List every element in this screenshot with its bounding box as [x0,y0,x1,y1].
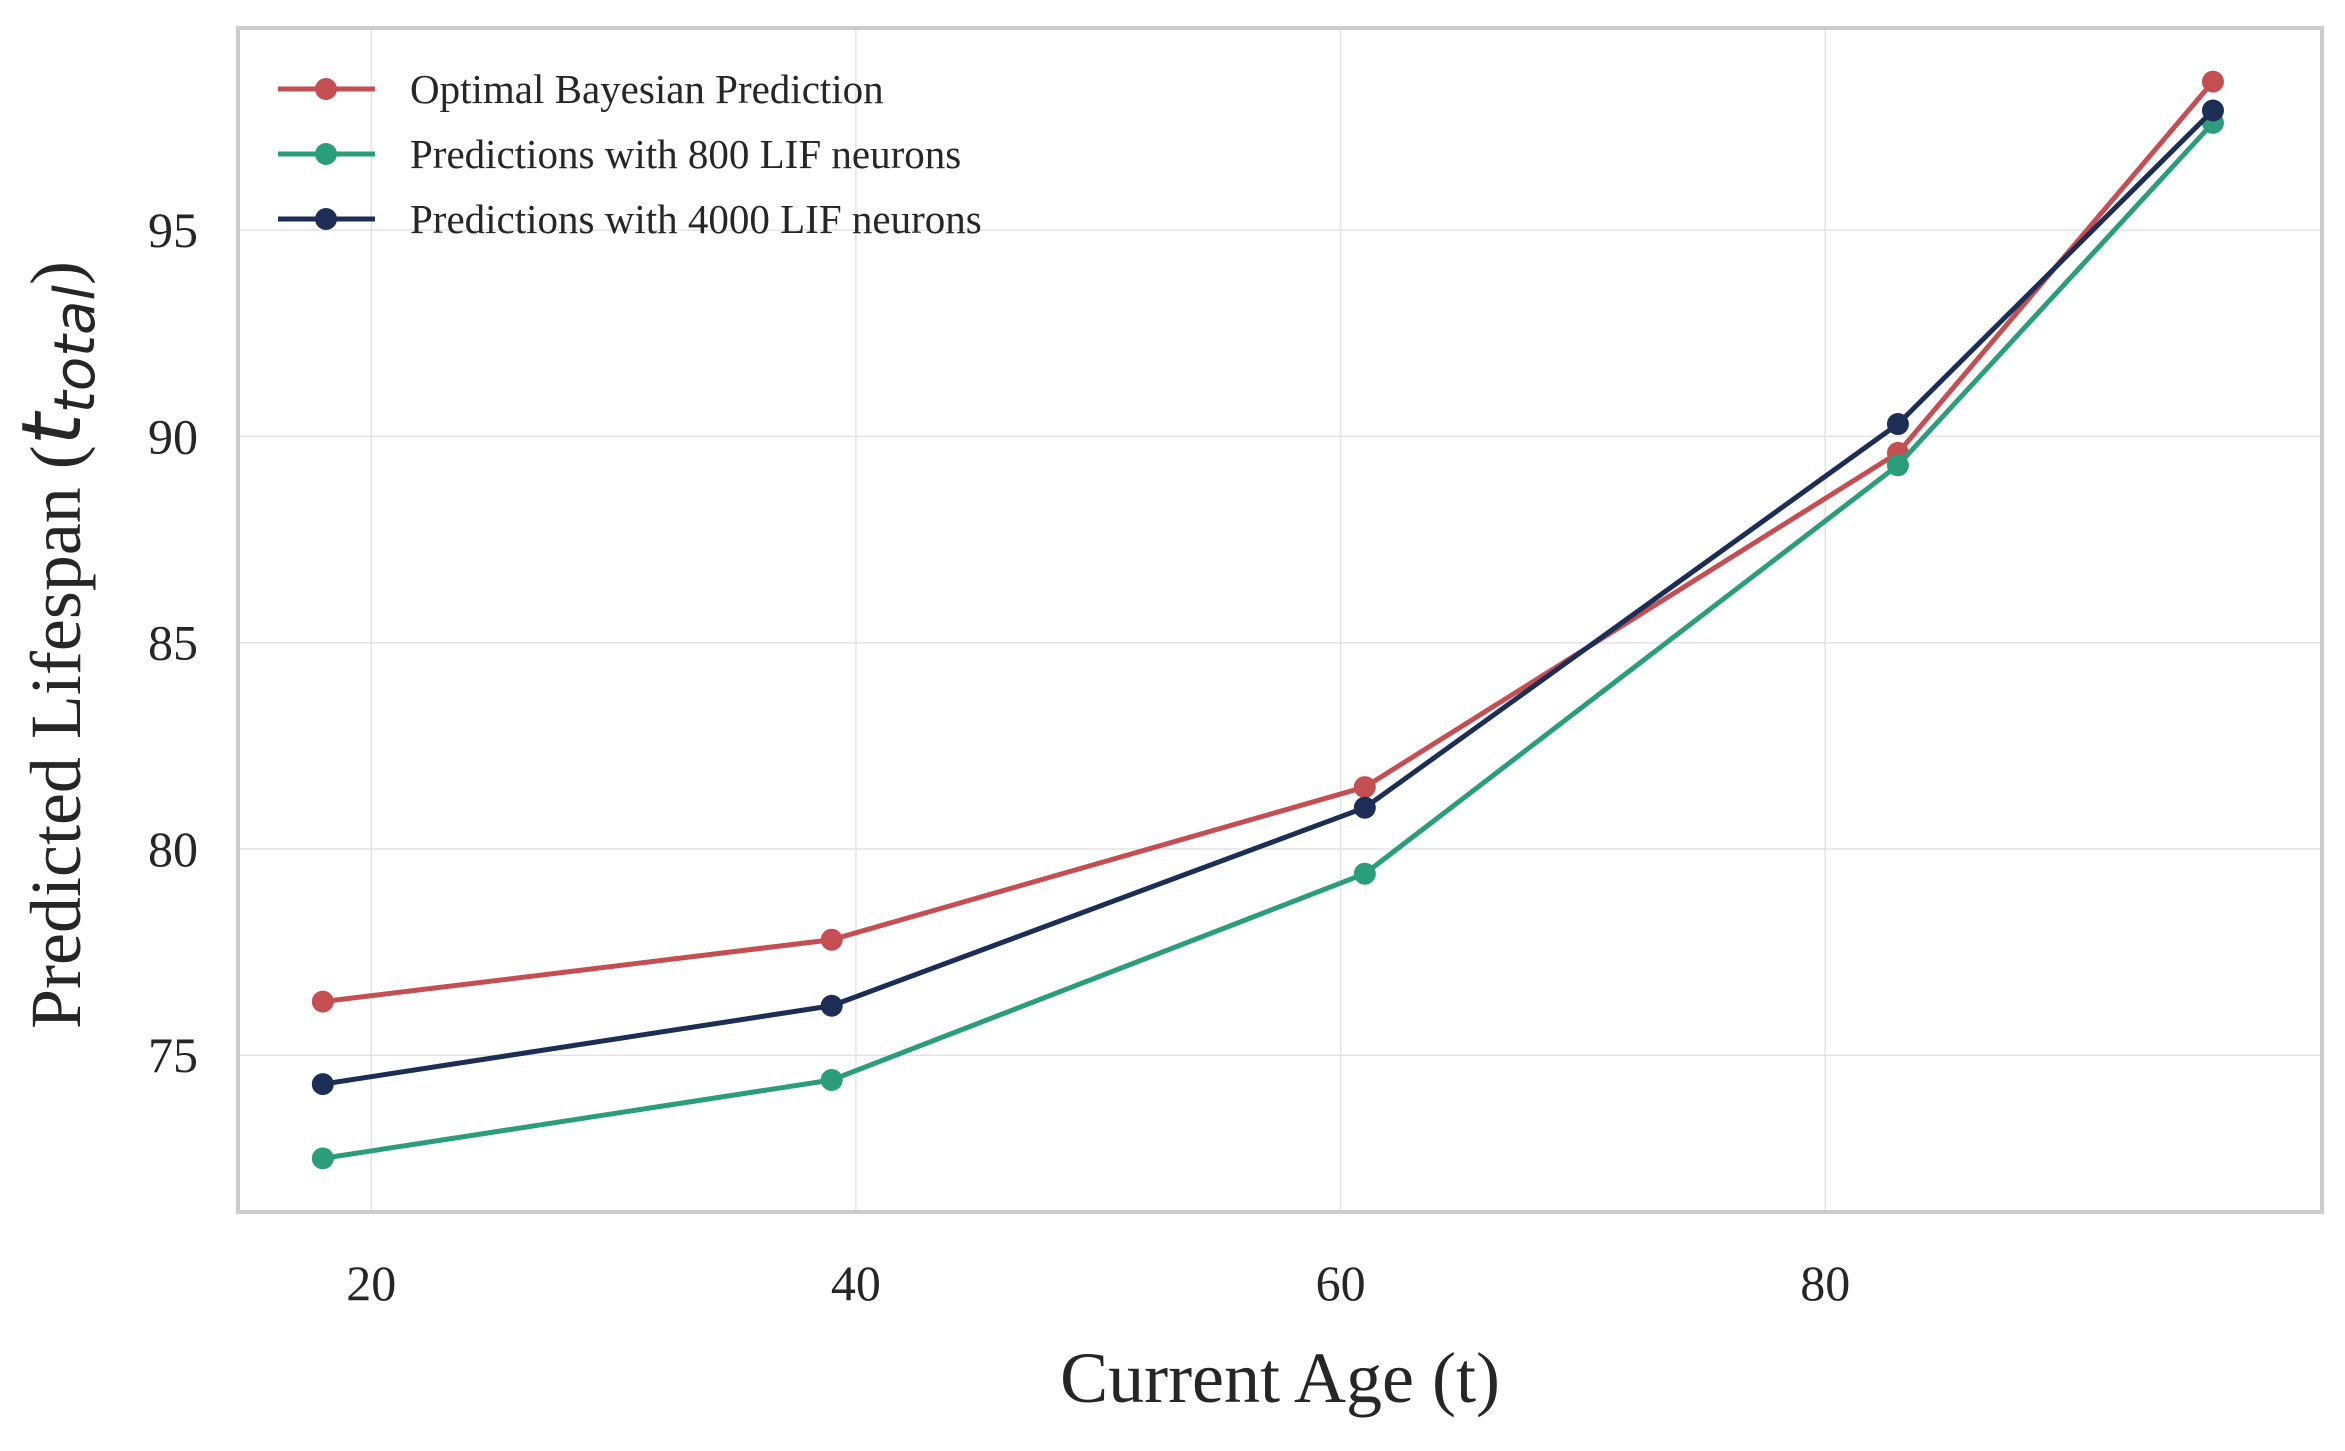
data-point [311,1147,334,1170]
legend-label: Predictions with 4000 LIF neurons [410,196,982,242]
series-2 [311,111,2224,1170]
legend-marker [315,208,337,230]
legend-item: Predictions with 800 LIF neurons [278,131,961,177]
legend-item: Optimal Bayesian Prediction [278,66,884,112]
y-axis-label-close: ) [16,261,96,285]
x-tick-label: 80 [1800,1255,1850,1311]
y-tick-label: 95 [148,202,198,258]
x-tick-label: 20 [346,1255,396,1311]
data-point [820,1068,843,1091]
series-3 [311,99,2224,1096]
data-point [1353,776,1376,799]
data-point [311,990,334,1013]
legend-marker [315,143,337,165]
y-tick-label: 90 [148,408,198,464]
series-layer [311,70,2224,1170]
data-point [1353,796,1376,819]
x-tick-label: 60 [1316,1255,1366,1311]
data-point [311,1073,334,1096]
y-axis-label-subscript: total [43,285,108,413]
legend-item: Predictions with 4000 LIF neurons [278,196,982,242]
series-line [322,108,2215,1087]
legend-label: Optimal Bayesian Prediction [410,66,884,112]
legend-marker [315,78,337,100]
y-axis-label-main: Predicted Lifespan ( [16,445,96,1029]
series-line [322,121,2215,1161]
x-axis-label: Current Age (t) [1060,1338,1500,1418]
legend-label: Predictions with 800 LIF neurons [410,131,961,177]
y-tick-label: 80 [148,821,198,877]
grid [238,28,2322,1212]
data-point [820,994,843,1017]
plot-area-frame [236,26,2324,1214]
data-point [820,928,843,951]
tick-labels: 20 40 60 80 75 80 85 90 95 [148,202,1850,1311]
data-point [1886,413,1909,436]
y-tick-label: 75 [148,1027,198,1083]
data-point [2201,99,2224,122]
x-tick-label: 40 [831,1255,881,1311]
data-point [1353,862,1376,885]
y-tick-label: 85 [148,615,198,671]
y-axis-label: Predicted Lifespan (ttotal) [5,261,108,1029]
data-point [2201,70,2224,93]
data-point [1886,454,1909,477]
legend: Optimal Bayesian Prediction Predictions w… [278,66,982,242]
y-axis-label-variable: t [5,410,100,445]
